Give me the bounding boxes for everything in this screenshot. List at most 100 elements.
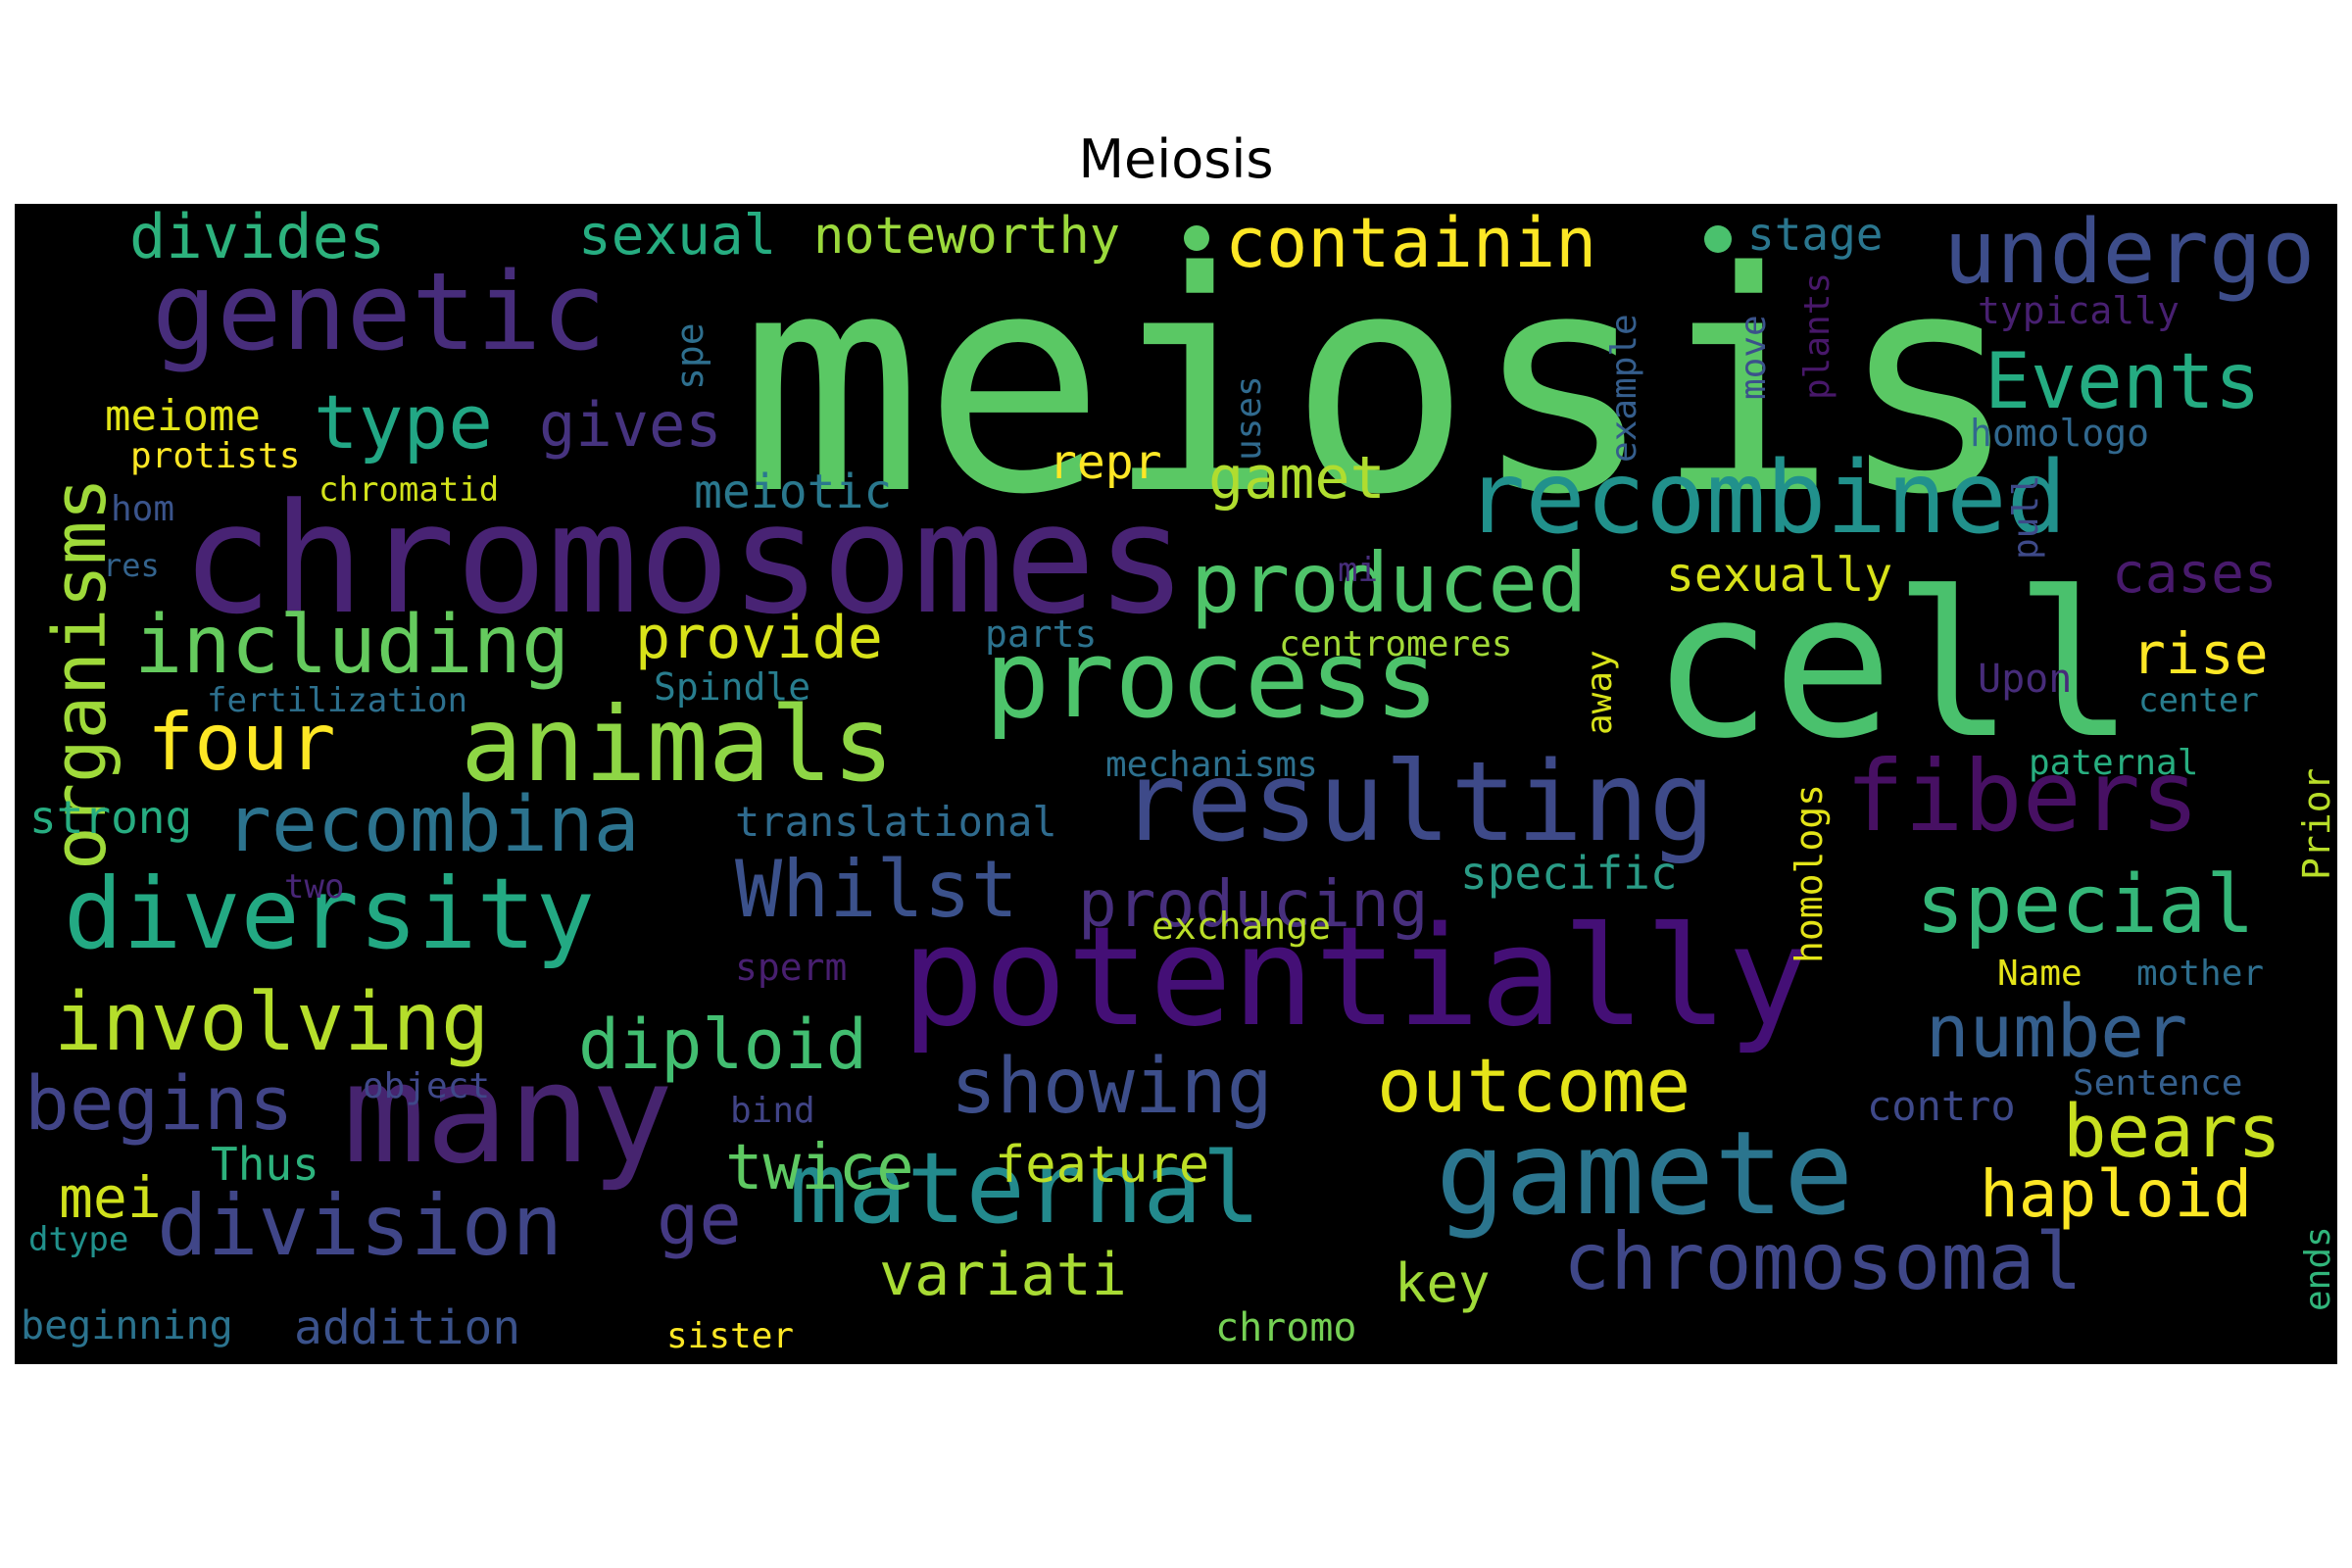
word-special: special (1916, 858, 2255, 952)
word-spindle: Spindle (654, 665, 811, 709)
word-res: res (103, 547, 160, 584)
word-feature: feature (995, 1136, 1210, 1195)
word-showing: showing (951, 1043, 1273, 1131)
word-rise: rise (2132, 620, 2269, 687)
word-stage: stage (1747, 208, 1884, 261)
word-meiome: meiome (105, 391, 261, 441)
word-prior: Prior (2295, 767, 2337, 880)
word-spe: spe (668, 322, 711, 390)
word-whilst: Whilst (735, 844, 1018, 935)
chart-title: Meiosis (1078, 128, 1274, 190)
word-chromosomes: chromosomes (181, 470, 1188, 648)
word-pull: pull (2006, 474, 2046, 560)
word-chromatid: chromatid (318, 470, 500, 510)
word-bind: bind (730, 1091, 815, 1131)
word-including: including (134, 599, 570, 692)
word-mei: mei (59, 1164, 162, 1231)
bullet-dot (1184, 225, 1209, 251)
word-divides: divides (129, 204, 386, 272)
word-two: two (284, 867, 345, 906)
word-hom: hom (111, 489, 175, 529)
word-object: object (363, 1066, 491, 1106)
word-mechanisms: mechanisms (1105, 745, 1318, 785)
word-cases: cases (2112, 542, 2278, 606)
word-beginning: beginning (21, 1303, 233, 1348)
word-parts: parts (985, 612, 1098, 656)
word-key: key (1395, 1252, 1491, 1314)
word-cloud-panel: meiosis cell chromosomes potentially many gam… (15, 204, 2337, 1364)
word-diploid: diploid (578, 1004, 868, 1085)
word-sexually: sexually (1666, 548, 1893, 603)
word-protists: protists (130, 436, 301, 476)
word-genetic: genetic (152, 249, 607, 374)
word-meiotic: meiotic (694, 465, 893, 519)
word-meiosis: meiosis (740, 208, 2021, 562)
word-center: center (2138, 681, 2259, 720)
word-maternal: maternal (789, 1131, 1261, 1246)
word-translational: translational (735, 798, 1057, 846)
word-diversity: diversity (64, 857, 595, 971)
word-fertilization: fertilization (207, 681, 468, 720)
word-outcome: outcome (1377, 1042, 1691, 1129)
word-mi: mi (1338, 551, 1378, 590)
word-typically: typically (1978, 289, 2180, 332)
word-contro: contro (1867, 1082, 2016, 1130)
word-sister: sister (666, 1316, 795, 1356)
word-chromo: chromo (1215, 1305, 1357, 1350)
word-addition: addition (294, 1300, 521, 1355)
word-containin: containin (1225, 204, 1597, 283)
word-gamet: gamet (1208, 444, 1386, 513)
word-many: many (343, 1035, 674, 1195)
word-exchange: exchange (1152, 905, 1332, 948)
word-four: four (147, 697, 336, 788)
word-centromeres: centromeres (1279, 624, 1513, 664)
word-animals: animals (461, 685, 895, 805)
word-recombina: recombina (225, 781, 640, 869)
word-homologs: homologs (1788, 783, 1831, 963)
word-sexual: sexual (578, 204, 777, 268)
word-uses: uses (1229, 375, 1269, 461)
word-variati: variati (879, 1241, 1127, 1309)
word-produced: produced (1191, 535, 1588, 631)
word-noteworthy: noteworthy (813, 207, 1121, 266)
bullet-dot (1704, 225, 1732, 253)
word-haploid: haploid (1980, 1156, 2253, 1232)
word-type: type (314, 378, 494, 466)
word-cell: cell (1651, 550, 2135, 783)
word-process: process (985, 616, 1440, 742)
word-division: division (157, 1177, 564, 1275)
word-begins: begins (24, 1059, 294, 1147)
word-strong: strong (29, 791, 193, 844)
word-fibers: fibers (1845, 739, 2200, 854)
word-twice: twice (725, 1132, 914, 1204)
word-potentially: potentially (902, 898, 1811, 1057)
word-name: Name (1997, 954, 2082, 994)
word-involving: involving (54, 976, 490, 1069)
word-homologo: homologo (1970, 412, 2150, 455)
word-paternal: paternal (2029, 743, 2199, 783)
word-away: away (1580, 650, 1620, 735)
word-events: Events (1984, 338, 2261, 426)
word-example: example (1604, 314, 1644, 463)
word-chromosomal: chromosomal (1563, 1216, 2082, 1307)
word-plants: plants (1797, 271, 1838, 400)
word-producing: producing (1078, 866, 1429, 942)
word-specific: specific (1460, 847, 1678, 900)
word-ends: ends (2298, 1226, 2337, 1311)
word-number: number (1926, 990, 2188, 1074)
word-mother: mother (2136, 954, 2265, 994)
word-sentence: Sentence (2073, 1063, 2243, 1103)
word-recombined: recombined (1465, 440, 2068, 557)
word-provide: provide (635, 604, 883, 672)
word-resulting: resulting (1120, 739, 1715, 866)
word-dtype: dtype (28, 1220, 129, 1259)
word-gamete: gamete (1436, 1105, 1854, 1241)
word-gives: gives (539, 389, 722, 461)
word-sperm: sperm (735, 946, 848, 989)
word-thus: Thus (211, 1138, 319, 1191)
word-upon: Upon (1978, 657, 2073, 702)
word-undergo: undergo (1943, 204, 2316, 304)
word-ge: ge (657, 1178, 742, 1260)
word-repr: repr (1049, 435, 1162, 490)
word-bears: bears (2063, 1090, 2281, 1174)
